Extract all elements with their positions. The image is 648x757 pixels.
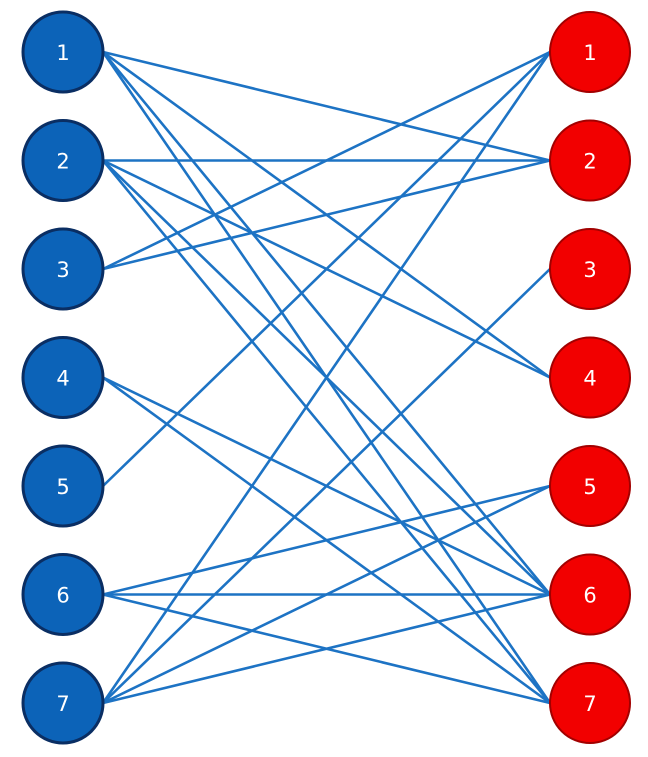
left-node-6: 6 [23, 555, 103, 635]
right-node-label: 3 [583, 258, 596, 282]
left-node-7: 7 [23, 663, 103, 743]
left-nodes-group: 1 2 3 4 5 6 7 [23, 12, 103, 743]
left-node-5: 5 [23, 446, 103, 526]
right-node-6: 6 [550, 555, 630, 635]
left-node-3: 3 [23, 229, 103, 309]
right-node-4: 4 [550, 338, 630, 418]
right-node-label: 7 [583, 692, 596, 716]
right-node-1: 1 [550, 12, 630, 92]
right-node-label: 4 [583, 367, 596, 391]
left-node-1: 1 [23, 12, 103, 92]
left-node-label: 3 [56, 258, 69, 282]
right-node-label: 2 [583, 150, 596, 174]
left-node-label: 6 [56, 584, 69, 608]
left-node-label: 2 [56, 150, 69, 174]
right-node-3: 3 [550, 229, 630, 309]
right-node-label: 1 [583, 41, 596, 65]
right-node-2: 2 [550, 121, 630, 201]
edge-l6-r5 [103, 486, 550, 595]
left-node-4: 4 [23, 338, 103, 418]
left-node-2: 2 [23, 121, 103, 201]
edge-l7-r3 [103, 269, 550, 703]
left-node-label: 1 [56, 41, 69, 65]
right-node-5: 5 [550, 446, 630, 526]
edge-l1-r2 [103, 52, 550, 161]
edge-l1-r6 [103, 52, 550, 595]
left-node-label: 7 [56, 692, 69, 716]
edge-l3-r2 [103, 161, 550, 270]
right-nodes-group: 1 2 3 4 5 6 7 [550, 12, 630, 743]
right-node-label: 6 [583, 584, 596, 608]
edges-layer [103, 52, 550, 703]
edge-l5-r1 [103, 52, 550, 486]
edge-l2-r7 [103, 161, 550, 704]
right-node-7: 7 [550, 663, 630, 743]
left-node-label: 4 [56, 367, 69, 391]
right-node-label: 5 [583, 475, 596, 499]
left-node-label: 5 [56, 475, 69, 499]
